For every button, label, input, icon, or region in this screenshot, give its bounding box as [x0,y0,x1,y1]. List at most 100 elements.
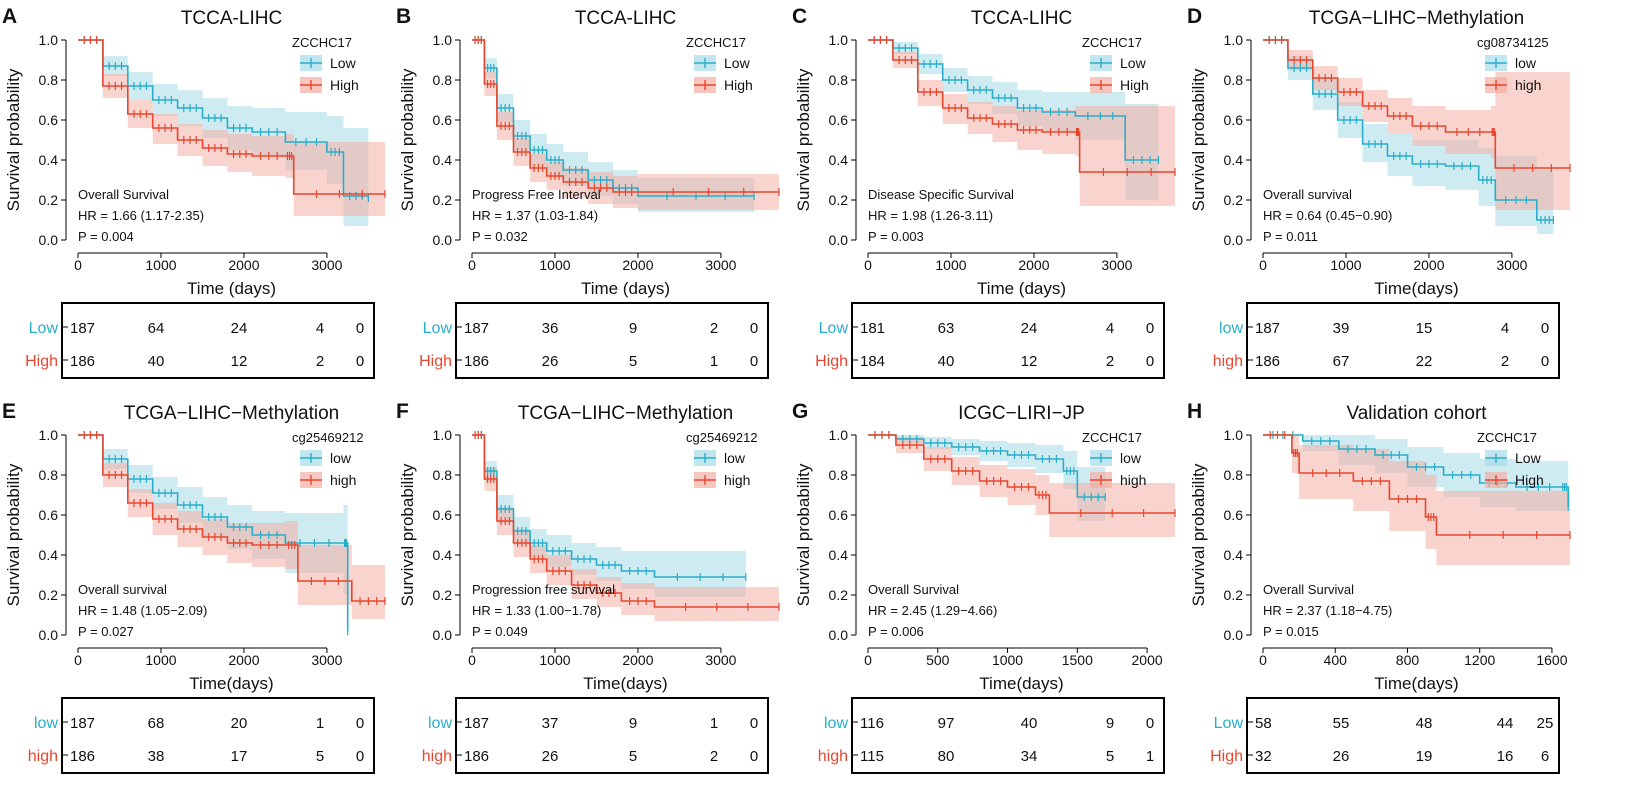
x-tick-label: 2000 [1132,652,1163,668]
p-value: P = 0.011 [1263,229,1318,244]
chart-title: TCCA-LIHC [971,8,1072,29]
chart-title: TCGA−LIHC−Methylation [518,403,733,424]
risk-table-frame [1246,697,1560,774]
risk-table-cell: 17 [231,748,248,765]
ci-band-high [472,40,779,210]
survival-curve-high [78,39,385,195]
panel-letter: A [2,5,17,28]
survival-curve-high [472,434,779,608]
legend-title: ZCCHC17 [1082,430,1142,445]
risk-table-cell: 2 [710,320,718,337]
x-tick-label: 1200 [1464,652,1495,668]
x-tick-label: 2000 [228,652,259,668]
legend-label-low: Low [1120,55,1147,71]
chart-title: Validation cohort [1346,403,1487,424]
risk-table-cell: 12 [1021,353,1038,370]
y-tick-label: 0.2 [433,587,453,603]
x-tick-label: 0 [864,257,872,273]
legend-title: ZCCHC17 [686,35,746,50]
risk-table-cell: 5 [629,748,637,765]
panel-e: E TCGA−LIHC−Methylation 0.0 0.2 0.4 0.6 0.8 1.0… [2,400,386,774]
y-tick-label: 0.6 [1224,112,1244,128]
risk-table-cell: 40 [148,353,165,370]
y-tick-label: 0.2 [39,192,59,208]
y-tick-label: 0.2 [1224,587,1244,603]
risk-table-cell: 181 [860,320,885,337]
survival-curve-low [78,39,370,198]
ci-band-high [868,40,1175,206]
legend-label-low: Low [1515,450,1542,466]
y-tick-label: 0.0 [1224,627,1244,643]
x-tick-label: 400 [1324,652,1348,668]
endpoint-label: Overall survival [1263,187,1352,202]
risk-table-cell: 9 [629,320,637,337]
y-tick-label: 0.4 [829,547,849,563]
p-value: P = 0.006 [868,624,924,639]
risk-table-group-low: low [428,715,452,732]
risk-table-group-high: High [815,353,848,370]
risk-table-cell: 1 [316,715,324,732]
legend-label-low: low [724,450,746,466]
risk-table-cell: 184 [860,353,885,370]
risk-table-frame [455,697,769,774]
x-tick-label: 0 [1259,257,1267,273]
risk-table-cell: 1 [710,353,718,370]
p-value: P = 0.027 [78,624,134,639]
legend-label-high: High [1120,77,1149,93]
panel-f: F TCGA−LIHC−Methylation 0.0 0.2 0.4 0.6 0.8 1.0… [396,400,780,774]
hazard-ratio: HR = 1.98 (1.26-3.11) [868,208,993,223]
y-axis-label: Survival probability [794,68,813,211]
risk-table-cell: 1 [710,715,718,732]
panel-letter: B [396,5,411,28]
risk-table-cell: 68 [148,715,165,732]
risk-table-cell: 2 [1106,353,1114,370]
risk-table-cell: 39 [1333,320,1350,337]
risk-table-group-low: low [34,715,58,732]
x-tick-label: 1000 [145,257,176,273]
risk-table-cell: 0 [356,353,364,370]
risk-table-cell: 187 [464,715,489,732]
y-tick-label: 0.8 [1224,467,1244,483]
risk-table-group-high: High [1210,748,1243,765]
chart-title: ICGC−LIRI−JP [958,403,1085,424]
risk-table-cell: 0 [750,353,758,370]
risk-table-group-high: High [419,353,452,370]
x-axis-label: Time (days) [581,279,670,298]
panel-h: H Validation cohort 0.0 0.2 0.4 0.6 0.8 1.0 Surv… [1187,400,1571,774]
y-axis-label: Survival probability [4,68,23,211]
panel-g: G ICGC−LIRI−JP 0.0 0.2 0.4 0.6 0.8 1.0 Survival … [792,400,1176,774]
x-tick-label: 2000 [228,257,259,273]
chart-title: TCCA-LIHC [181,8,282,29]
risk-table-cell: 44 [1497,715,1514,732]
risk-table-cell: 26 [1333,748,1350,765]
y-tick-label: 1.0 [1224,427,1244,443]
survival-curve-high [472,39,779,193]
y-tick-label: 0.4 [39,547,59,563]
risk-table-cell: 97 [938,715,955,732]
y-tick-label: 0.0 [433,627,453,643]
legend-title: cg08734125 [1477,35,1549,50]
legend-label-high: high [1120,472,1146,488]
x-tick-label: 3000 [311,652,342,668]
risk-table-cell: 40 [1021,715,1038,732]
survival-curve-high [1263,39,1570,169]
ci-band-high [1263,40,1570,210]
legend-title: cg25469212 [686,430,758,445]
risk-table-group-high: high [28,748,58,765]
risk-table-cell: 0 [750,715,758,732]
hazard-ratio: HR = 1.33 (1.00−1.78) [472,603,601,618]
y-axis-label: Survival probability [794,463,813,606]
risk-table-cell: 186 [70,748,95,765]
risk-table-frame [851,302,1165,379]
y-tick-label: 0.4 [433,152,453,168]
risk-table-cell: 63 [938,320,955,337]
p-value: P = 0.015 [1263,624,1319,639]
risk-table-cell: 187 [70,320,95,337]
y-tick-label: 0.2 [433,192,453,208]
y-axis-label: Survival probability [4,463,23,606]
risk-table-cell: 15 [1416,320,1433,337]
x-tick-label: 3000 [705,652,736,668]
ci-band-high [472,435,779,621]
risk-table-group-high: high [422,748,452,765]
risk-table-cell: 0 [1541,320,1549,337]
